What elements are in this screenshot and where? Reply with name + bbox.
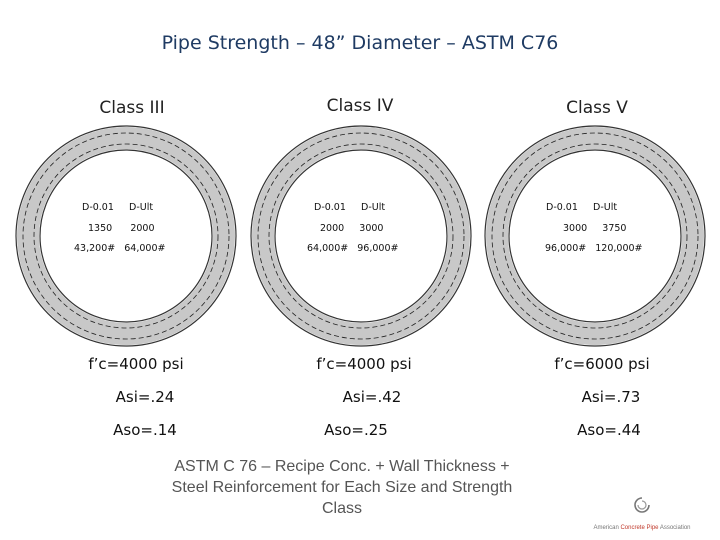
dult-label: D-Ult xyxy=(129,202,154,213)
d001-label: D-0.01 xyxy=(546,202,578,213)
pipe-ring-class-v xyxy=(484,125,706,347)
class-v-outer-steel: Aso=.44 xyxy=(577,421,641,439)
class-iii-outer-steel: Aso=.14 xyxy=(113,421,177,439)
dult-load: 64,000# xyxy=(124,243,166,254)
class-iv-concrete-strength: f’c=4000 psi xyxy=(316,355,412,373)
class-iv-heading: Class IV xyxy=(326,96,394,116)
class-iii-concrete-strength: f’c=4000 psi xyxy=(88,355,184,373)
d001-value: 2000 xyxy=(320,223,345,234)
class-v-inner-steel: Asi=.73 xyxy=(581,388,641,406)
d001-label: D-0.01 xyxy=(314,202,346,213)
pipe-ring-class-iii xyxy=(15,125,237,347)
class-iii-d-load: 1350 2000 xyxy=(88,223,155,234)
class-iii-heading: Class III xyxy=(99,98,165,118)
page-title: Pipe Strength – 48” Diameter – ASTM C76 xyxy=(161,32,559,54)
class-iv-load-lb: 64,000# 96,000# xyxy=(307,243,398,254)
class-iv-inner-steel: Asi=.42 xyxy=(342,388,402,406)
acpa-logo-icon xyxy=(634,497,650,513)
pipe-ring-class-iv xyxy=(250,125,472,347)
d001-value: 3000 xyxy=(563,223,588,234)
class-iv-rating-header: D-0.01 D-Ult xyxy=(314,202,385,213)
acpa-logo: American Concrete Pipe Association xyxy=(582,496,702,534)
dult-label: D-Ult xyxy=(361,202,386,213)
class-v-d-load: 3000 3750 xyxy=(563,223,626,234)
logo-text-part-1: American xyxy=(593,525,621,531)
class-iv-d-load: 2000 3000 xyxy=(320,223,383,234)
class-v-rating-header: D-0.01 D-Ult xyxy=(546,202,617,213)
dult-load: 120,000# xyxy=(595,243,643,254)
logo-text-part-2: Concrete Pipe xyxy=(620,525,659,531)
class-v-load-lb: 96,000# 120,000# xyxy=(545,243,643,254)
class-v-heading: Class V xyxy=(566,98,628,118)
d001-load: 43,200# xyxy=(74,243,116,254)
caption-text: ASTM C 76 – Recipe Conc. + Wall Thicknes… xyxy=(171,458,513,517)
d001-label: D-0.01 xyxy=(82,202,114,213)
dult-load: 96,000# xyxy=(357,243,399,254)
class-v-concrete-strength: f’c=6000 psi xyxy=(554,355,650,373)
d001-load: 96,000# xyxy=(545,243,587,254)
d001-value: 1350 xyxy=(88,223,113,234)
class-iii-load-lb: 43,200# 64,000# xyxy=(74,243,165,254)
class-iii-rating-header: D-0.01 D-Ult xyxy=(82,202,153,213)
dult-value: 3000 xyxy=(359,223,384,234)
class-iv-outer-steel: Aso=.25 xyxy=(324,421,388,439)
dult-value: 3750 xyxy=(602,223,627,234)
logo-text-part-3: Association xyxy=(658,525,691,531)
dult-value: 2000 xyxy=(130,223,155,234)
logo-text: American Concrete Pipe Association xyxy=(593,525,690,531)
dult-label: D-Ult xyxy=(593,202,618,213)
class-iii-inner-steel: Asi=.24 xyxy=(115,388,175,406)
d001-load: 64,000# xyxy=(307,243,349,254)
